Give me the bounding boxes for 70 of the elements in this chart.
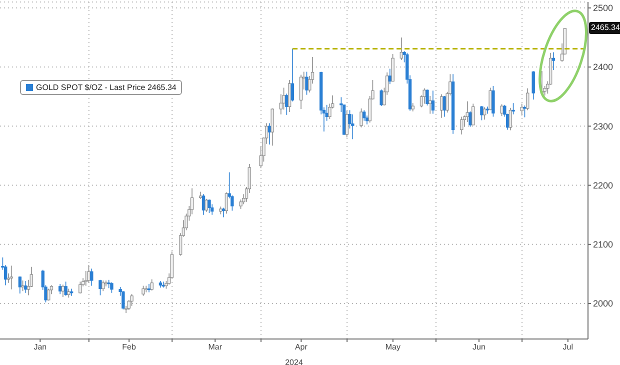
candlestick (483, 106, 486, 120)
x-tick-label: Feb (122, 342, 137, 352)
x-tick-label: Jun (472, 342, 486, 352)
x-tick-label: Jul (562, 342, 574, 352)
candlestick (110, 282, 114, 294)
candlestick (18, 276, 22, 294)
candlestick (87, 264, 90, 284)
y-tick-label: 2400 (593, 62, 614, 72)
y-tick-label: 2000 (593, 298, 614, 309)
candlestick (90, 268, 94, 286)
candlestick (360, 108, 363, 128)
candlestick (422, 88, 426, 104)
x-tick-label: Jan (34, 342, 47, 352)
candlestick (428, 96, 432, 114)
legend-label: GOLD SPOT $/OZ - Last Price 2465.34 (36, 83, 176, 92)
candlestick (24, 280, 28, 294)
candlestick (351, 114, 354, 140)
candlestick (488, 87, 492, 111)
candlestick (144, 285, 148, 293)
candlestick (391, 54, 394, 82)
candlestick (202, 194, 206, 216)
candlestick (142, 285, 145, 296)
candlestick (270, 108, 274, 146)
candlestick (282, 87, 286, 110)
candlestick (431, 90, 435, 114)
candlestick (426, 89, 429, 106)
candlestick (10, 265, 13, 290)
candlestick (440, 94, 444, 118)
candlestick (472, 103, 475, 126)
x-tick-label: Apr (294, 342, 308, 352)
x-axis-title: 2024 (285, 358, 304, 365)
candlestick (508, 107, 512, 131)
y-tick-label: 2100 (593, 240, 614, 250)
candlestick (288, 80, 292, 112)
y-tick-label: 2300 (593, 121, 614, 132)
candlestick (64, 281, 68, 296)
candlestick (130, 294, 134, 306)
candlestick (21, 280, 24, 292)
candlestick (208, 199, 211, 214)
candlestick (78, 281, 82, 294)
candlestick (224, 192, 228, 214)
candlestick (210, 204, 214, 216)
candlestick (480, 106, 484, 121)
candlestick (102, 280, 105, 292)
x-tick-label: May (385, 342, 401, 352)
candlestick (222, 207, 226, 218)
y-tick-label: 2500 (593, 3, 614, 14)
candlestick (512, 102, 515, 115)
candlestick (492, 86, 495, 118)
candlestick (552, 52, 556, 70)
candlestick (290, 48, 294, 102)
candlestick (305, 71, 308, 96)
y-tick-label: 2200 (593, 180, 614, 190)
candlestick (58, 284, 62, 294)
candlestick (532, 70, 535, 100)
candlestick (107, 279, 110, 289)
candlestick (147, 284, 151, 293)
x-tick-label: Mar (208, 342, 222, 352)
candlestick (122, 290, 125, 310)
annotation: 2465.34 (589, 22, 620, 34)
candlestick (526, 88, 530, 111)
candlestick (380, 89, 383, 106)
candlestick (98, 279, 102, 296)
candlestick (285, 93, 288, 116)
candlestick (362, 110, 366, 122)
candlestick (468, 110, 472, 128)
candlestick (500, 104, 504, 117)
candlestick (299, 74, 303, 110)
candlestick (150, 278, 154, 291)
candlestick (460, 116, 464, 135)
